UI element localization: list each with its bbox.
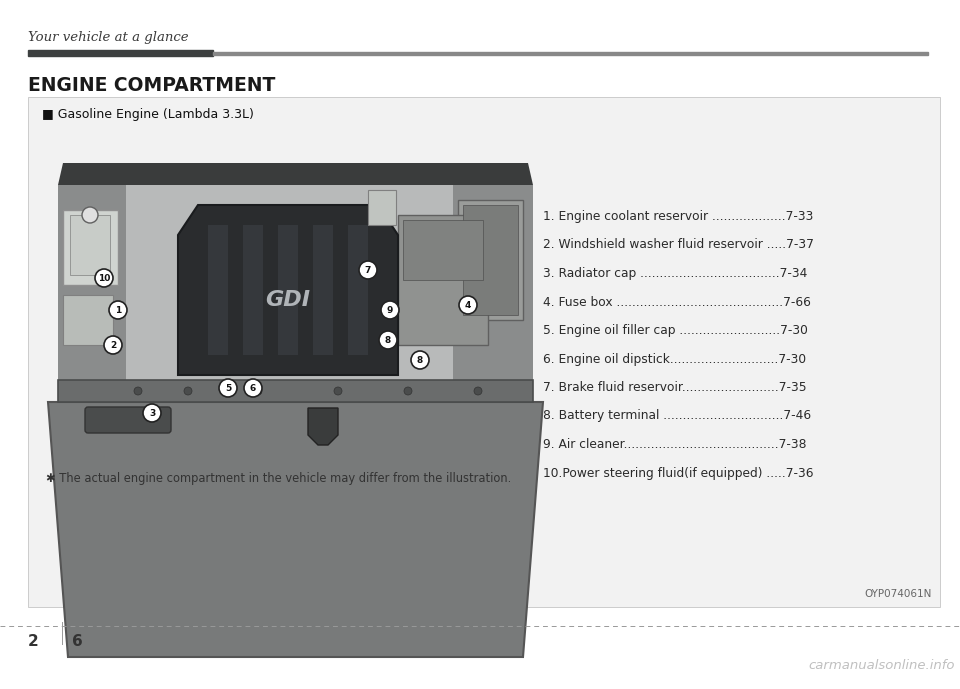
Polygon shape (348, 225, 368, 355)
Bar (63, 295, 113, 345)
Text: 6: 6 (72, 634, 83, 649)
Bar (58, 380, 533, 402)
Text: OYP074061N: OYP074061N (865, 589, 932, 599)
FancyBboxPatch shape (85, 407, 171, 433)
Text: ■ Gasoline Engine (Lambda 3.3L): ■ Gasoline Engine (Lambda 3.3L) (42, 108, 253, 121)
Text: 3. Radiator cap ....................................7-34: 3. Radiator cap ........................… (543, 267, 807, 280)
Text: 6. Engine oil dipstick............................7-30: 6. Engine oil dipstick..................… (543, 353, 806, 365)
Text: ✱ The actual engine compartment in the vehicle may differ from the illustration.: ✱ The actual engine compartment in the v… (46, 472, 512, 485)
Circle shape (143, 404, 161, 422)
Bar (398, 215, 488, 345)
Text: carmanualsonline.info: carmanualsonline.info (808, 659, 955, 672)
Circle shape (411, 351, 429, 369)
Text: 9: 9 (387, 306, 394, 315)
Bar (213, 52, 928, 54)
Text: 8: 8 (417, 356, 423, 365)
Bar (458, 200, 523, 320)
Circle shape (359, 261, 377, 279)
Circle shape (459, 296, 477, 314)
Polygon shape (313, 225, 333, 355)
Circle shape (474, 387, 482, 395)
Text: 1: 1 (115, 306, 121, 315)
Text: ENGINE COMPARTMENT: ENGINE COMPARTMENT (28, 76, 276, 95)
Text: 4. Fuse box ...........................................7-66: 4. Fuse box ............................… (543, 296, 811, 309)
Text: 7: 7 (365, 266, 372, 275)
Bar (28, 50, 213, 56)
Bar (63, 210, 118, 285)
Circle shape (104, 336, 122, 354)
Circle shape (82, 207, 98, 223)
Text: GDI: GDI (266, 290, 310, 310)
Text: 10.Power steering fluid(if equipped) .....7-36: 10.Power steering fluid(if equipped) ...… (543, 466, 813, 480)
Bar (403, 220, 483, 280)
Text: 2: 2 (28, 634, 38, 649)
Bar (70, 215, 110, 275)
Text: 1. Engine coolant reservoir ...................7-33: 1. Engine coolant reservoir ............… (543, 210, 813, 223)
Circle shape (134, 387, 142, 395)
Circle shape (109, 301, 127, 319)
Text: 5. Engine oil filler cap ..........................7-30: 5. Engine oil filler cap ...............… (543, 324, 808, 337)
Polygon shape (58, 185, 126, 385)
Polygon shape (453, 185, 533, 385)
Text: Your vehicle at a glance: Your vehicle at a glance (28, 31, 188, 44)
Circle shape (379, 331, 397, 349)
Text: 4: 4 (465, 301, 471, 310)
Polygon shape (48, 402, 543, 657)
Text: 5: 5 (225, 384, 231, 393)
Text: 2: 2 (109, 341, 116, 350)
Circle shape (381, 301, 399, 319)
Circle shape (95, 269, 113, 287)
Circle shape (244, 379, 262, 397)
Bar (28, 97, 940, 607)
Text: 8: 8 (385, 336, 391, 345)
Circle shape (334, 387, 342, 395)
Circle shape (219, 379, 237, 397)
Polygon shape (178, 205, 398, 375)
Text: 2. Windshield washer fluid reservoir .....7-37: 2. Windshield washer fluid reservoir ...… (543, 238, 814, 251)
Polygon shape (58, 185, 533, 385)
Text: 3: 3 (149, 409, 156, 418)
Text: 7. Brake fluid reservoir.........................7-35: 7. Brake fluid reservoir................… (543, 381, 806, 394)
Polygon shape (243, 225, 263, 355)
Circle shape (404, 387, 412, 395)
Text: 6: 6 (250, 384, 256, 393)
Polygon shape (58, 163, 533, 185)
Text: 8. Battery terminal ...............................7-46: 8. Battery terminal ....................… (543, 409, 811, 422)
Bar (368, 190, 396, 225)
Text: 9. Air cleaner........................................7-38: 9. Air cleaner..........................… (543, 438, 806, 451)
Circle shape (184, 387, 192, 395)
Bar (463, 205, 518, 315)
Polygon shape (308, 408, 338, 445)
Text: 10: 10 (98, 274, 110, 283)
Circle shape (254, 387, 262, 395)
Polygon shape (208, 225, 228, 355)
Polygon shape (278, 225, 298, 355)
